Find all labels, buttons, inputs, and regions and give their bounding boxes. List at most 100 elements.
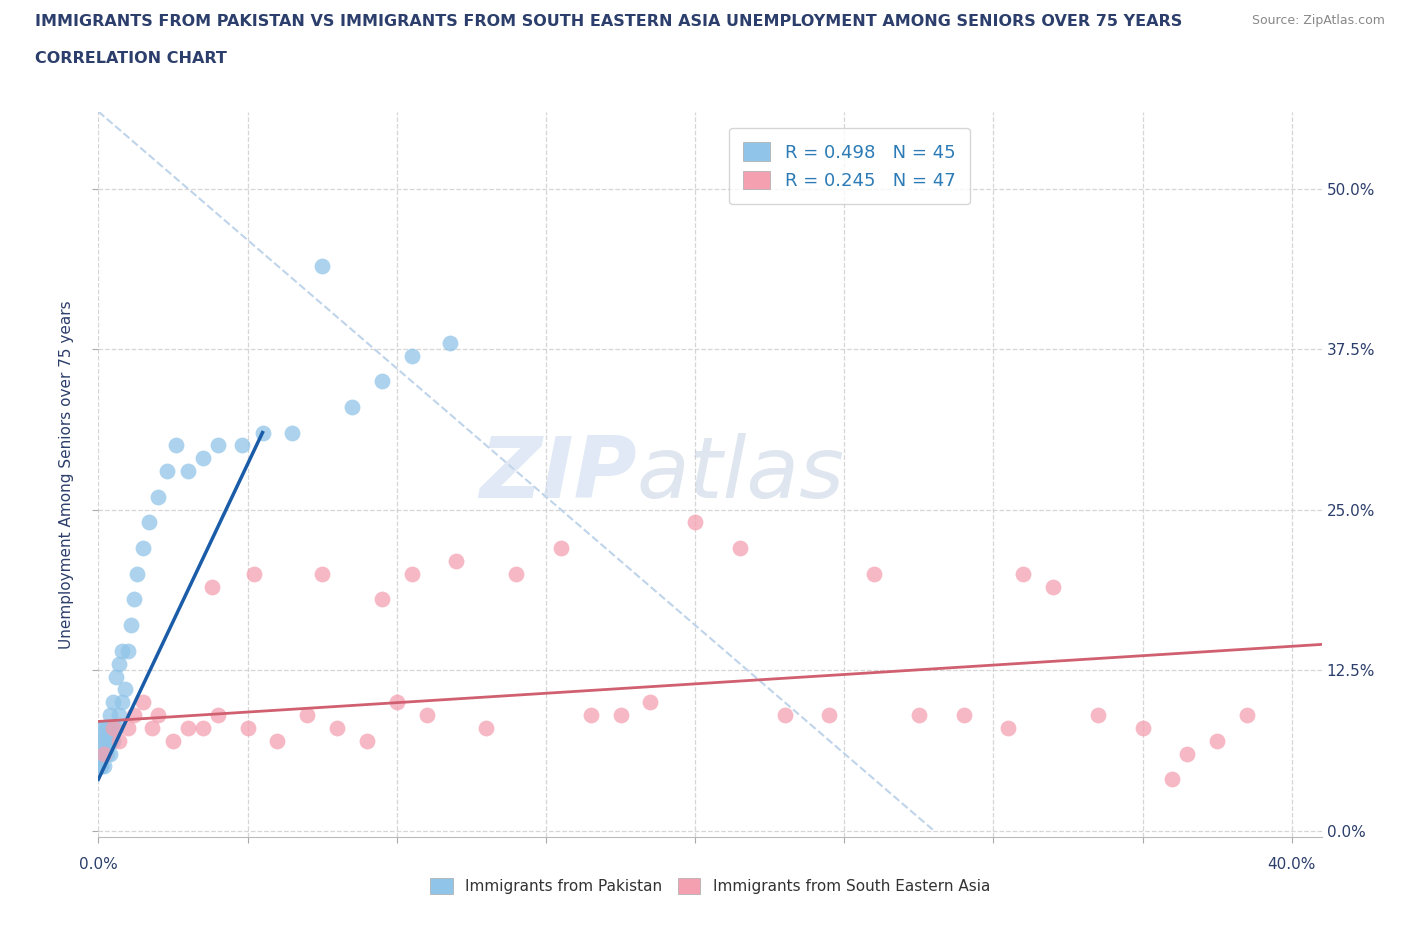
Point — [297, 708, 319, 723]
Point — [117, 721, 139, 736]
Point — [281, 425, 304, 440]
Point — [105, 669, 128, 684]
Point — [127, 566, 149, 581]
Point — [108, 708, 131, 723]
Point — [401, 348, 423, 363]
Point — [415, 708, 437, 723]
Point — [1161, 772, 1184, 787]
Point — [475, 721, 498, 736]
Point — [356, 733, 378, 748]
Point — [207, 438, 229, 453]
Point — [141, 721, 163, 736]
Point — [252, 425, 274, 440]
Point — [371, 592, 394, 607]
Text: CORRELATION CHART: CORRELATION CHART — [35, 51, 226, 66]
Point — [120, 618, 142, 632]
Point — [242, 566, 264, 581]
Point — [146, 489, 169, 504]
Point — [105, 721, 128, 736]
Point — [1042, 579, 1064, 594]
Point — [401, 566, 423, 581]
Point — [1206, 733, 1229, 748]
Point — [103, 721, 125, 736]
Point — [108, 657, 131, 671]
Point — [93, 733, 115, 748]
Point — [236, 721, 259, 736]
Point — [371, 374, 394, 389]
Point — [98, 708, 121, 723]
Point — [609, 708, 631, 723]
Point — [103, 733, 125, 748]
Point — [201, 579, 224, 594]
Point — [90, 759, 112, 774]
Point — [340, 400, 363, 415]
Point — [156, 464, 179, 479]
Text: Source: ZipAtlas.com: Source: ZipAtlas.com — [1251, 14, 1385, 27]
Point — [165, 438, 187, 453]
Point — [103, 721, 125, 736]
Point — [207, 708, 229, 723]
Point — [439, 335, 461, 350]
Point — [117, 644, 139, 658]
Point — [773, 708, 796, 723]
Point — [1236, 708, 1258, 723]
Text: IMMIGRANTS FROM PAKISTAN VS IMMIGRANTS FROM SOUTH EASTERN ASIA UNEMPLOYMENT AMON: IMMIGRANTS FROM PAKISTAN VS IMMIGRANTS F… — [35, 14, 1182, 29]
Point — [90, 721, 112, 736]
Point — [446, 553, 468, 568]
Point — [132, 695, 155, 710]
Point — [98, 733, 121, 748]
Point — [1132, 721, 1154, 736]
Point — [177, 464, 200, 479]
Point — [863, 566, 886, 581]
Point — [93, 746, 115, 761]
Point — [231, 438, 253, 453]
Point — [93, 746, 115, 761]
Point — [1012, 566, 1035, 581]
Point — [122, 592, 145, 607]
Point — [96, 746, 118, 761]
Point — [266, 733, 288, 748]
Point — [505, 566, 527, 581]
Point — [640, 695, 662, 710]
Point — [326, 721, 349, 736]
Point — [385, 695, 408, 710]
Point — [90, 746, 112, 761]
Point — [114, 682, 136, 697]
Point — [191, 721, 214, 736]
Point — [550, 540, 572, 555]
Point — [132, 540, 155, 555]
Point — [818, 708, 841, 723]
Point — [311, 566, 333, 581]
Point — [146, 708, 169, 723]
Point — [1177, 746, 1199, 761]
Point — [311, 259, 333, 273]
Point — [103, 695, 125, 710]
Point — [122, 708, 145, 723]
Point — [997, 721, 1019, 736]
Point — [728, 540, 751, 555]
Point — [138, 515, 160, 530]
Point — [683, 515, 706, 530]
Y-axis label: Unemployment Among Seniors over 75 years: Unemployment Among Seniors over 75 years — [59, 300, 75, 648]
Point — [96, 733, 118, 748]
Text: ZIP: ZIP — [479, 432, 637, 516]
Text: 0.0%: 0.0% — [79, 857, 118, 872]
Legend: R = 0.498   N = 45, R = 0.245   N = 47: R = 0.498 N = 45, R = 0.245 N = 47 — [728, 128, 970, 205]
Point — [1087, 708, 1109, 723]
Point — [96, 721, 118, 736]
Point — [111, 695, 134, 710]
Point — [93, 721, 115, 736]
Point — [191, 451, 214, 466]
Text: 40.0%: 40.0% — [1268, 857, 1316, 872]
Point — [108, 733, 131, 748]
Point — [908, 708, 931, 723]
Text: atlas: atlas — [637, 432, 845, 516]
Point — [93, 759, 115, 774]
Point — [952, 708, 974, 723]
Point — [579, 708, 602, 723]
Point — [177, 721, 200, 736]
Point — [90, 759, 112, 774]
Point — [162, 733, 184, 748]
Point — [90, 733, 112, 748]
Point — [111, 644, 134, 658]
